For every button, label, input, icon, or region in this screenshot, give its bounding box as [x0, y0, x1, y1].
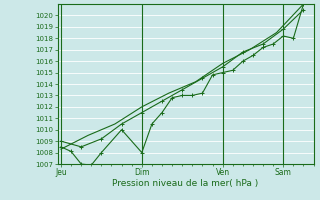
X-axis label: Pression niveau de la mer( hPa ): Pression niveau de la mer( hPa ) [112, 179, 259, 188]
